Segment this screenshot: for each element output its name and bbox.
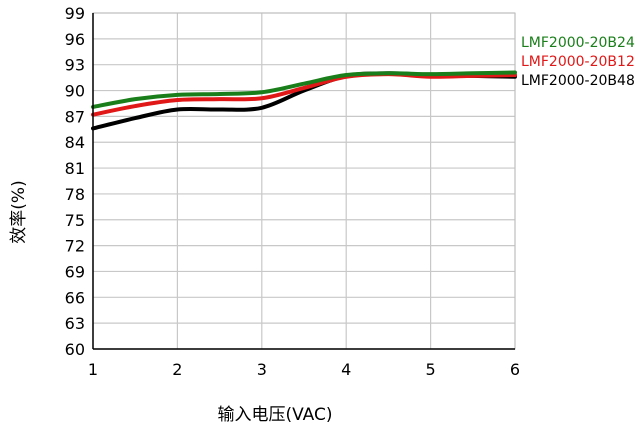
y-tick-label: 93 — [65, 56, 85, 75]
x-tick-label: 1 — [88, 360, 98, 379]
y-axis-title: 效率(%) — [9, 180, 29, 243]
y-tick-label: 96 — [65, 30, 85, 49]
legend: LMF2000-20B24 LMF2000-20B12 LMF2000-20B48 — [521, 35, 635, 89]
y-tick-labels: 60 63 66 69 72 75 78 81 84 87 90 93 96 99 — [65, 4, 85, 359]
y-tick-label: 81 — [65, 159, 85, 178]
y-tick-label: 66 — [65, 288, 85, 307]
legend-entry-lmf2000-20b12: LMF2000-20B12 — [521, 54, 635, 70]
y-tick-label: 84 — [65, 133, 85, 152]
series-layer — [91, 70, 517, 131]
y-tick-label: 60 — [65, 340, 85, 359]
legend-entry-lmf2000-20b24: LMF2000-20B24 — [521, 35, 635, 51]
x-tick-label: 2 — [172, 360, 182, 379]
x-tick-label: 6 — [510, 360, 520, 379]
y-tick-label: 90 — [65, 82, 85, 101]
y-tick-label: 99 — [65, 4, 85, 23]
x-tick-label: 4 — [341, 360, 351, 379]
y-tick-label: 75 — [65, 211, 85, 230]
legend-entry-lmf2000-20b48: LMF2000-20B48 — [521, 73, 635, 89]
series-line-lmf2000-20b12 — [91, 72, 517, 117]
x-axis-title: 输入电压(VAC) — [217, 405, 332, 425]
y-tick-label: 63 — [65, 314, 85, 333]
grid — [92, 12, 516, 350]
x-tick-label: 5 — [426, 360, 436, 379]
plot-frame — [92, 12, 516, 350]
y-tick-label: 87 — [65, 107, 85, 126]
y-tick-label: 69 — [65, 262, 85, 281]
series-line-lmf2000-20b24 — [91, 70, 517, 109]
y-tick-label: 78 — [65, 185, 85, 204]
y-tick-label: 72 — [65, 237, 85, 256]
x-tick-labels: 1 2 3 4 5 6 — [88, 360, 520, 379]
x-tick-label: 3 — [257, 360, 267, 379]
